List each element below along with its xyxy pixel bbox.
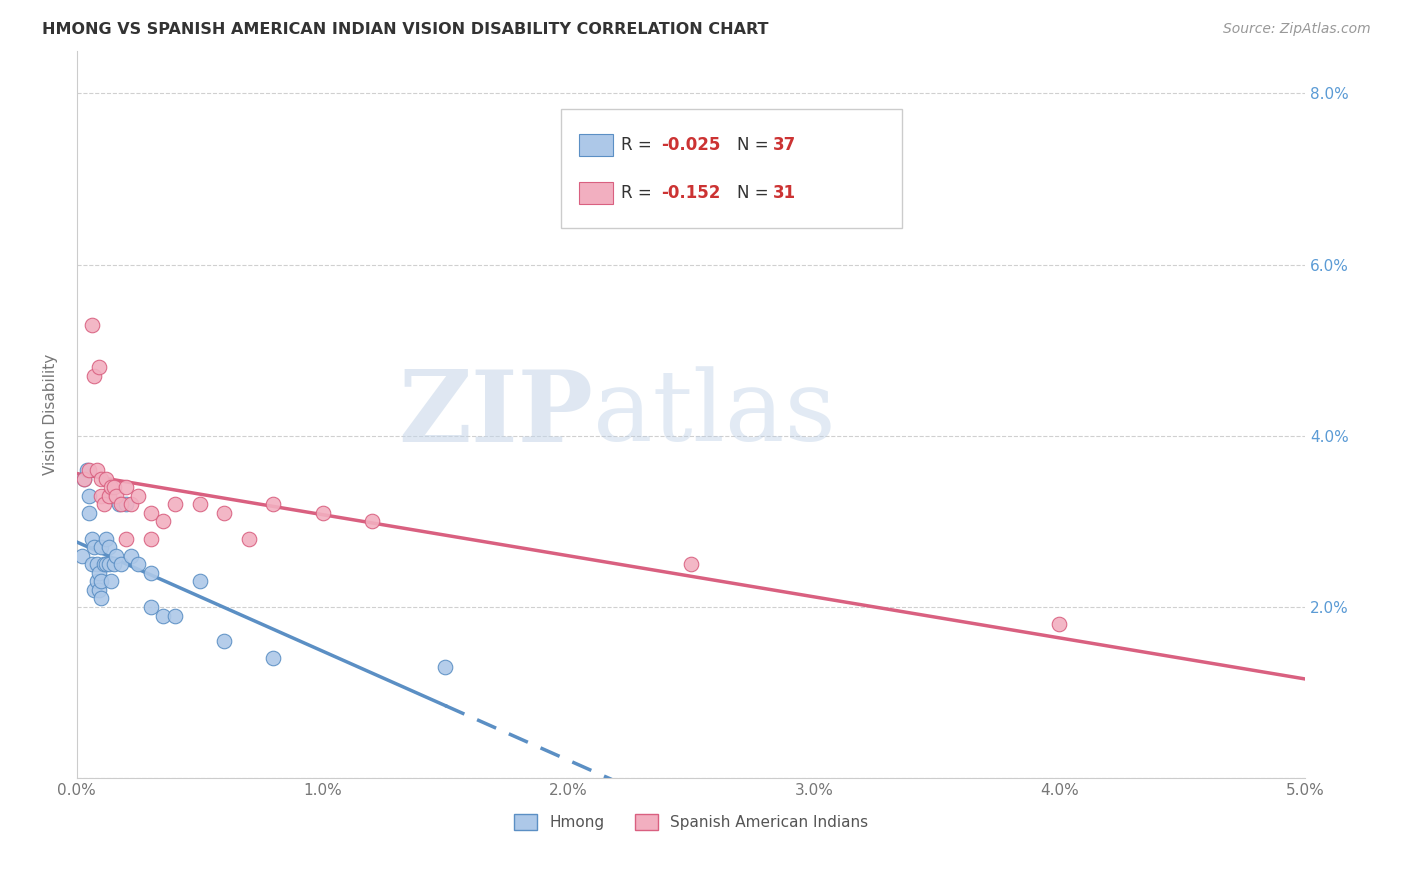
Point [434,660,457,674]
Point [165,608,187,623]
Point [83,368,105,383]
Point [188,497,211,511]
Text: -0.152: -0.152 [661,184,720,202]
Point [105,489,128,503]
Point [87,582,110,597]
Point [86,558,108,572]
Point [103,480,125,494]
Point [87,360,110,375]
Point [80,318,103,332]
Point [127,558,149,572]
Point [80,558,103,572]
Point [110,497,132,511]
Point [76,463,98,477]
Point [262,497,284,511]
Text: 31: 31 [773,184,796,202]
Point [212,506,235,520]
Legend: Hmong, Spanish American Indians: Hmong, Spanish American Indians [508,808,875,836]
Point [96,472,118,486]
Point [97,540,120,554]
Point [77,506,100,520]
Point [100,574,122,589]
Text: 37: 37 [773,136,797,153]
Point [96,532,118,546]
Point [90,540,112,554]
Point [139,600,162,615]
Point [212,634,235,648]
Point [83,540,105,554]
Point [120,497,142,511]
Point [311,506,333,520]
Point [107,497,129,511]
Point [90,489,112,503]
Point [90,574,112,589]
Point [77,489,100,503]
Point [80,532,103,546]
Text: HMONG VS SPANISH AMERICAN INDIAN VISION DISABILITY CORRELATION CHART: HMONG VS SPANISH AMERICAN INDIAN VISION … [42,22,769,37]
Point [115,480,138,494]
Point [262,651,284,665]
Text: R =: R = [621,184,658,202]
Point [1049,617,1071,632]
Point [97,489,120,503]
Text: Source: ZipAtlas.com: Source: ZipAtlas.com [1223,22,1371,37]
Text: -0.025: -0.025 [661,136,720,153]
Point [70,549,93,563]
Point [77,463,100,477]
Text: ZIP: ZIP [398,366,593,463]
Text: N =: N = [737,136,773,153]
Point [90,472,112,486]
Point [152,515,174,529]
Point [165,497,187,511]
Point [139,506,162,520]
Text: R =: R = [621,136,658,153]
Point [90,591,112,606]
Point [100,480,122,494]
Point [97,558,120,572]
Point [93,558,115,572]
Point [139,532,162,546]
Point [188,574,211,589]
Point [86,463,108,477]
Point [152,608,174,623]
Point [679,558,702,572]
Point [87,566,110,580]
Point [73,472,96,486]
Point [238,532,260,546]
Point [86,574,108,589]
Point [110,558,132,572]
Point [73,472,96,486]
Point [105,549,128,563]
Point [115,532,138,546]
Point [139,566,162,580]
Point [83,582,105,597]
Text: atlas: atlas [593,367,835,462]
Y-axis label: Vision Disability: Vision Disability [44,354,58,475]
Point [93,497,115,511]
Point [96,558,118,572]
Point [120,549,142,563]
Point [127,489,149,503]
Point [103,558,125,572]
Text: N =: N = [737,184,773,202]
Point [115,497,138,511]
Point [360,515,382,529]
